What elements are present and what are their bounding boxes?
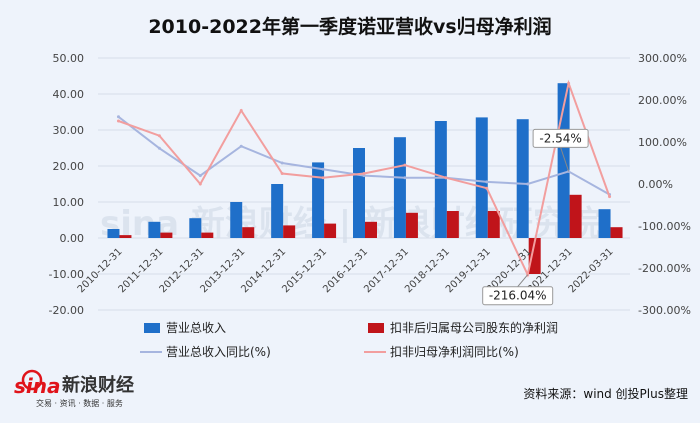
net-profit-bar bbox=[405, 212, 418, 238]
lines-group bbox=[116, 79, 612, 278]
right-tick-label: 100.00% bbox=[638, 136, 687, 149]
legend: 营业总收入 扣非后归属母公司股东的净利润 营业总收入同比(%) 扣非归母净利润同… bbox=[140, 320, 558, 359]
callouts-group: -2.54% -216.04% bbox=[482, 128, 589, 306]
profit-yoy-point bbox=[321, 176, 325, 180]
profit-yoy-point bbox=[444, 176, 448, 180]
sina-finance-logo: sina 新浪财经 交易 · 资讯 · 数据 · 服务 bbox=[14, 369, 134, 408]
revenue-bar bbox=[271, 184, 284, 238]
left-tick-label: 30.00 bbox=[53, 124, 85, 137]
callout-leader bbox=[517, 274, 529, 288]
left-tick-label: 20.00 bbox=[53, 160, 85, 173]
brand-name: 新浪财经 bbox=[62, 374, 134, 396]
revenue-bar bbox=[107, 229, 120, 238]
net-profit-bar bbox=[610, 227, 623, 238]
right-tick-label: -100.00% bbox=[638, 220, 691, 233]
right-tick-label: -300.00% bbox=[638, 304, 691, 317]
revenue-yoy-point bbox=[526, 182, 530, 186]
source-note: 资料来源：wind 创投Plus整理 bbox=[523, 386, 688, 401]
revenue-yoy-point bbox=[116, 115, 120, 119]
revenue-bar bbox=[312, 162, 325, 238]
revenue-bar bbox=[230, 202, 243, 238]
legend-swatch-revenue bbox=[144, 323, 160, 333]
callout-box bbox=[482, 286, 554, 306]
revenue-yoy-point bbox=[362, 174, 366, 178]
net-profit-bar bbox=[160, 232, 173, 238]
revenue-bar bbox=[434, 121, 447, 238]
revenue-yoy-point bbox=[321, 167, 325, 171]
revenue-bar bbox=[189, 218, 202, 238]
callout-label: -216.04% bbox=[489, 289, 547, 303]
sina-eye-icon bbox=[21, 369, 43, 391]
right-tick-label: -200.00% bbox=[638, 262, 691, 275]
net-profit-bar bbox=[569, 194, 582, 238]
revenue-bar bbox=[516, 119, 529, 238]
net-profit-bar bbox=[365, 221, 377, 238]
callout-label: -2.54% bbox=[539, 131, 581, 145]
revenue-bar bbox=[148, 221, 161, 238]
legend-label-revenue-yoy: 营业总收入同比(%) bbox=[166, 345, 271, 359]
profit-yoy-point bbox=[239, 109, 243, 112]
revenue-yoy-point bbox=[485, 180, 489, 184]
callout-box bbox=[532, 128, 589, 148]
revenue-yoy-point bbox=[157, 146, 161, 150]
legend-swatch-net-profit bbox=[368, 323, 384, 333]
net-profit-bar bbox=[487, 211, 500, 238]
left-tick-label: 10.00 bbox=[53, 196, 85, 209]
right-tick-label: 0.00% bbox=[638, 178, 673, 191]
left-tick-label: 40.00 bbox=[53, 88, 85, 101]
revenue-yoy-point bbox=[198, 174, 202, 178]
revenue-yoy-point bbox=[403, 176, 407, 180]
legend-label-net-profit: 扣非后归属母公司股东的净利润 bbox=[390, 320, 558, 335]
revenue-bar bbox=[475, 117, 488, 238]
net-profit-bar bbox=[119, 235, 132, 238]
net-profit-bar bbox=[242, 227, 255, 238]
profit-yoy-point bbox=[280, 172, 284, 175]
left-tick-label: -20.00 bbox=[49, 304, 84, 317]
net-profit-bar bbox=[283, 225, 296, 238]
bars-group bbox=[107, 83, 623, 274]
left-axis-ticks: 50.00 40.00 30.00 20.00 10.00 0.00 -10.00 -20.0… bbox=[49, 52, 84, 317]
revenue-yoy-point bbox=[280, 161, 284, 165]
right-axis-ticks: 300.00% 200.00% 100.00% 0.00% -100.00% -200.0… bbox=[638, 52, 691, 317]
legend-label-revenue: 营业总收入 bbox=[166, 321, 226, 335]
left-tick-label: 50.00 bbox=[53, 52, 85, 65]
revenue-bar bbox=[598, 209, 611, 238]
legend-label-profit-yoy: 扣非归母净利润同比(%) bbox=[390, 345, 519, 359]
profit-yoy-point bbox=[157, 134, 161, 138]
left-tick-label: -10.00 bbox=[49, 268, 84, 281]
revenue-bar bbox=[393, 137, 406, 238]
profit-yoy-point bbox=[485, 186, 489, 190]
profit-yoy-point bbox=[567, 81, 571, 85]
chart-title: 2010-2022年第一季度诺亚营收vs归母净利润 bbox=[148, 15, 551, 38]
callout-leader bbox=[560, 147, 570, 172]
revenue-yoy-point bbox=[239, 144, 243, 148]
profit-yoy-point bbox=[608, 195, 612, 199]
profit-yoy-point bbox=[116, 119, 120, 123]
brand-tagline: 交易 · 资讯 · 数据 · 服务 bbox=[36, 398, 123, 408]
net-profit-bar bbox=[324, 223, 337, 238]
net-profit-bar bbox=[201, 232, 214, 238]
revenue-bar bbox=[353, 148, 365, 238]
net-profit-bar bbox=[528, 238, 541, 274]
left-tick-label: 0.00 bbox=[60, 232, 85, 245]
sina-logo-text: sina bbox=[14, 374, 61, 398]
right-tick-label: 200.00% bbox=[638, 94, 687, 107]
profit-yoy-point bbox=[198, 182, 202, 186]
profit-yoy-point bbox=[403, 163, 407, 167]
profit-yoy-point bbox=[362, 172, 366, 175]
net-profit-bar bbox=[446, 211, 459, 238]
right-tick-label: 300.00% bbox=[638, 52, 687, 65]
